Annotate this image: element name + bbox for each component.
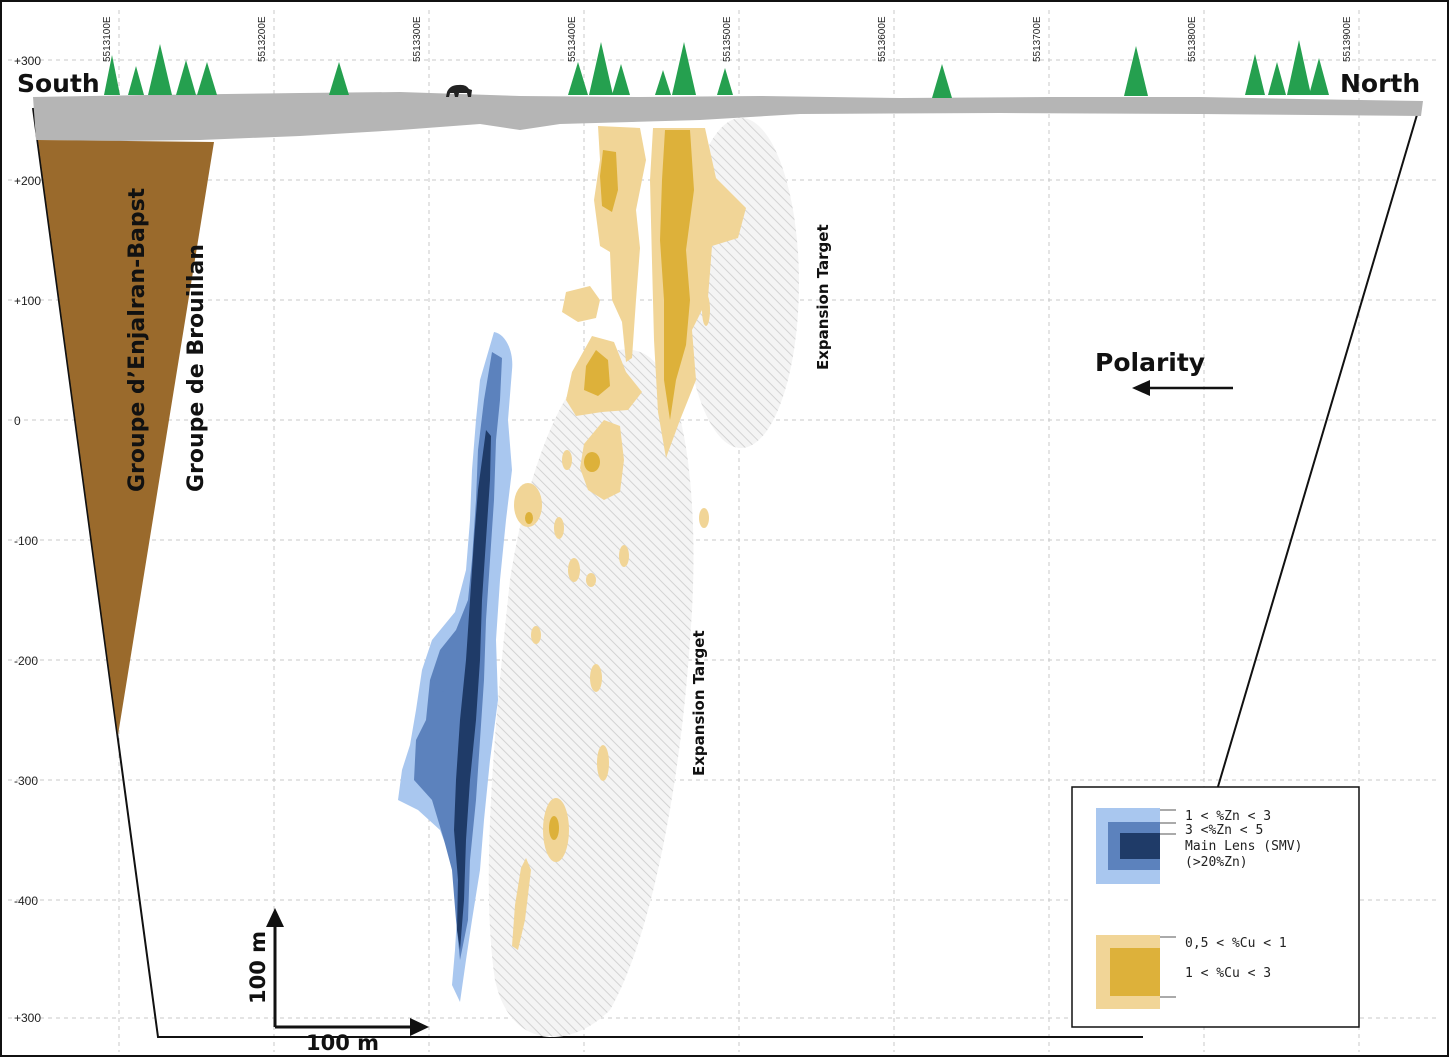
north-label: North bbox=[1340, 69, 1420, 98]
easting-labels: 5513100E 5513200E 5513300E 5513400E 5513… bbox=[102, 16, 1353, 62]
tree-icon bbox=[589, 42, 613, 95]
scale-bar bbox=[266, 908, 429, 1036]
cu-core bbox=[549, 816, 559, 840]
cu-halo bbox=[580, 420, 624, 500]
cu-halo bbox=[702, 294, 710, 326]
tree-icon bbox=[176, 60, 196, 95]
section-outline bbox=[32, 107, 1143, 1038]
cu-core bbox=[525, 512, 533, 524]
scale-horizontal-label: 100 m bbox=[306, 1031, 379, 1055]
legend-cu-low-label: 0,5 < %Cu < 1 bbox=[1185, 936, 1287, 951]
enjalran-bapst-unit bbox=[38, 140, 214, 735]
tree-icon bbox=[1287, 40, 1311, 95]
legend: 1 < %Zn < 3 3 <%Zn < 5 Main Lens (SMV) (… bbox=[1071, 786, 1360, 1028]
cu-core bbox=[660, 130, 694, 420]
tree-icon bbox=[104, 55, 120, 95]
cu-halo bbox=[619, 545, 629, 567]
legend-zn-main-sub-label: (>20%Zn) bbox=[1185, 855, 1248, 870]
legend-zn-mid-label: 3 <%Zn < 5 bbox=[1185, 823, 1263, 838]
tree-icon bbox=[128, 66, 144, 95]
elevation-label: +300 bbox=[14, 1011, 41, 1025]
cu-halo bbox=[597, 745, 609, 781]
tree-icon bbox=[1268, 62, 1286, 95]
tree-icon bbox=[1309, 58, 1329, 95]
surface-trees bbox=[104, 40, 1329, 98]
legend-swatch-cu-high bbox=[1110, 948, 1160, 996]
copper-zones bbox=[512, 126, 746, 950]
easting-label: 5513700E bbox=[1032, 16, 1043, 62]
elevation-label: -300 bbox=[14, 774, 38, 788]
tree-icon bbox=[197, 62, 217, 95]
polarity-label: Polarity bbox=[1095, 348, 1205, 377]
zinc-lens bbox=[398, 332, 513, 1002]
expansion-target-lower-label: Expansion Target bbox=[690, 630, 708, 776]
cu-halo bbox=[590, 664, 602, 692]
elevation-label: -200 bbox=[14, 654, 38, 668]
legend-swatch-zn-main bbox=[1120, 833, 1160, 859]
legend-zn-main-label: Main Lens (SMV) bbox=[1185, 839, 1302, 854]
cu-halo bbox=[531, 626, 541, 644]
easting-label: 5513200E bbox=[257, 16, 268, 62]
polarity-arrow-icon bbox=[1132, 380, 1233, 396]
south-label: South bbox=[17, 69, 100, 98]
section-outline-north bbox=[1216, 107, 1420, 791]
cu-core bbox=[600, 150, 618, 212]
easting-label: 5513500E bbox=[722, 16, 733, 62]
elevation-label: +200 bbox=[14, 174, 41, 188]
brouillan-label: Groupe de Brouillan bbox=[184, 244, 209, 492]
tree-icon bbox=[612, 64, 630, 95]
easting-label: 5513300E bbox=[412, 16, 423, 62]
cu-halo bbox=[568, 558, 580, 582]
cu-halo bbox=[554, 517, 564, 539]
cu-halo bbox=[699, 508, 709, 528]
elevation-label: -100 bbox=[14, 534, 38, 548]
cu-halo bbox=[586, 573, 596, 587]
enjalran-bapst-label: Groupe d’Enjalran-Bapst bbox=[125, 187, 150, 492]
cu-halo bbox=[562, 286, 600, 322]
tree-icon bbox=[329, 62, 349, 95]
tree-icon bbox=[148, 44, 172, 95]
expansion-target-lower bbox=[488, 349, 694, 1038]
tree-icon bbox=[672, 42, 696, 95]
tree-icon bbox=[655, 70, 671, 95]
zn-mid bbox=[439, 664, 447, 692]
tree-icon bbox=[717, 68, 733, 95]
legend-zn-low-label: 1 < %Zn < 3 bbox=[1185, 809, 1271, 824]
bear-icon bbox=[446, 84, 472, 97]
easting-label: 5513600E bbox=[877, 16, 888, 62]
tree-icon bbox=[1124, 46, 1148, 96]
cu-halo bbox=[514, 483, 542, 527]
cu-halo bbox=[562, 450, 572, 470]
elevation-label: -400 bbox=[14, 894, 38, 908]
easting-label: 5513100E bbox=[102, 16, 113, 62]
elevation-labels: +300 +200 +100 0 -100 -200 -300 -400 +30… bbox=[14, 54, 41, 1025]
tree-icon bbox=[932, 64, 952, 98]
cu-core bbox=[584, 452, 600, 472]
legend-cu-high-label: 1 < %Cu < 3 bbox=[1185, 966, 1271, 981]
cu-core bbox=[584, 350, 610, 396]
scale-vertical-label: 100 m bbox=[246, 931, 270, 1004]
easting-label: 5513400E bbox=[567, 16, 578, 62]
cu-halo bbox=[512, 858, 531, 950]
expansion-target-upper-label: Expansion Target bbox=[814, 224, 832, 370]
easting-label: 5513800E bbox=[1187, 16, 1198, 62]
elevation-label: 0 bbox=[14, 414, 21, 428]
surface-overburden bbox=[33, 92, 1423, 141]
tree-icon bbox=[568, 62, 588, 95]
elevation-label: +100 bbox=[14, 294, 41, 308]
easting-label: 5513900E bbox=[1342, 16, 1353, 62]
zn-main-lens bbox=[454, 430, 491, 950]
tree-icon bbox=[1245, 54, 1265, 95]
elevation-label: +300 bbox=[14, 54, 41, 68]
